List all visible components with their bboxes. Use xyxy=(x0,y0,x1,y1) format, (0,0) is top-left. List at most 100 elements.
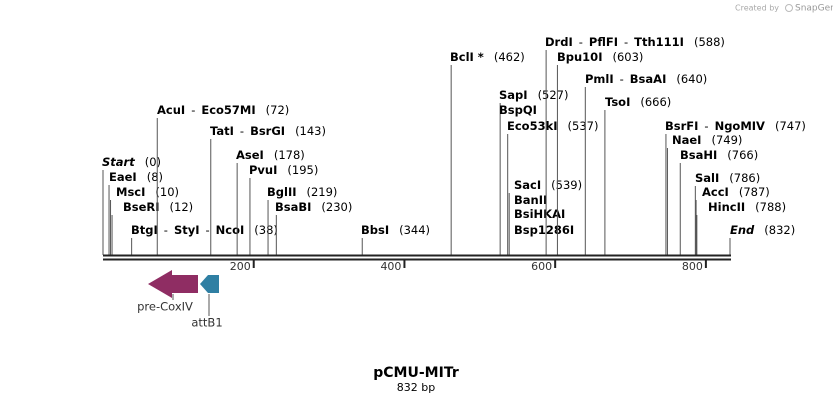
enzyme-name: Bpu10I xyxy=(557,50,602,64)
site-label: BsaBI (230) xyxy=(275,200,352,214)
separator: - xyxy=(624,35,628,49)
enzyme-name: BglII xyxy=(267,185,297,199)
tick-label: 800 xyxy=(682,260,703,273)
enzyme-name: BsaAI xyxy=(630,72,667,86)
separator: - xyxy=(240,124,244,138)
enzyme-name: StyI xyxy=(174,223,200,237)
enzyme-name: BsiHKAI xyxy=(514,207,565,221)
feature-arrow xyxy=(200,275,219,293)
enzyme-name: AccI xyxy=(702,185,729,199)
site-label: End (832) xyxy=(730,223,795,237)
site-label: AcuI - Eco57MI (72) xyxy=(157,103,289,117)
site-position: (832) xyxy=(764,223,795,237)
site-label: BglII (219) xyxy=(267,185,337,199)
enzyme-name: Tth111I xyxy=(634,35,684,49)
subtitle: 832 bp xyxy=(397,381,435,394)
enzyme-name: BsrFI xyxy=(665,119,698,133)
site-label: Eco53kI (537) xyxy=(507,119,598,133)
enzyme-name: EaeI xyxy=(109,170,137,184)
site-position: (12) xyxy=(170,200,194,214)
site-position: (143) xyxy=(295,124,326,138)
site-label: EaeI (8) xyxy=(109,170,163,184)
enzyme-name: NaeI xyxy=(672,133,701,147)
enzyme-name: BbsI xyxy=(361,223,389,237)
separator: - xyxy=(579,35,583,49)
site-label: SacI (539) xyxy=(514,178,582,192)
site-position: (8) xyxy=(147,170,163,184)
site-position: (766) xyxy=(727,148,758,162)
enzyme-name: BsaHI xyxy=(680,148,717,162)
tick-label: 200 xyxy=(230,260,251,273)
enzyme-name: BtgI xyxy=(131,223,158,237)
site-position: (178) xyxy=(274,148,305,162)
site-position: (195) xyxy=(287,163,318,177)
site-label: SapI (527) xyxy=(499,88,569,102)
site-label: Bpu10I (603) xyxy=(557,50,643,64)
feature-label: pre-CoxIV xyxy=(137,300,193,314)
tick-label: 400 xyxy=(380,260,401,273)
site-label: BtgI - StyI - NcoI (38) xyxy=(131,223,278,237)
enzyme-name: MscI xyxy=(116,185,145,199)
enzyme-name: TsoI xyxy=(605,95,630,109)
enzyme-name: BsaBI xyxy=(275,200,311,214)
feature-arrow xyxy=(148,270,198,298)
site-position: (603) xyxy=(612,50,643,64)
site-label: PvuI (195) xyxy=(249,163,318,177)
separator: - xyxy=(164,223,168,237)
enzyme-name: AseI xyxy=(236,148,264,162)
watermark-prefix: Created by xyxy=(735,4,779,13)
site-label: BsiHKAI xyxy=(514,207,565,221)
site-position: (749) xyxy=(711,133,742,147)
enzyme-name: BspQI xyxy=(499,103,537,117)
enzyme-name: PvuI xyxy=(249,163,277,177)
feature-label: attB1 xyxy=(191,316,222,330)
site-position: (640) xyxy=(676,72,707,86)
enzyme-name: BseRI xyxy=(123,200,160,214)
enzyme-name: SacI xyxy=(514,178,541,192)
enzyme-name: SalI xyxy=(695,171,719,185)
site-label: BclI * (462) xyxy=(450,50,525,64)
site-label: Bsp1286I xyxy=(514,223,574,237)
ruler-ticks: 200 400 600 800 xyxy=(230,260,707,273)
site-position: (230) xyxy=(321,200,352,214)
enzyme-name: NgoMIV xyxy=(715,119,765,133)
enzyme-name: Eco53kI xyxy=(507,119,558,133)
enzyme-name: Bsp1286I xyxy=(514,223,574,237)
separator: - xyxy=(620,72,624,86)
site-label: SalI (786) xyxy=(695,171,760,185)
site-label: TsoI (666) xyxy=(605,95,671,109)
logo xyxy=(785,4,793,12)
title: pCMU-MITr xyxy=(373,365,459,381)
site-label: BseRI (12) xyxy=(123,200,193,214)
enzyme-name: SapI xyxy=(499,88,528,102)
enzyme-name: DrdI xyxy=(545,35,573,49)
enzyme-name: PflFI xyxy=(589,35,618,49)
site-label: TatI - BsrGI (143) xyxy=(210,124,326,138)
site-label: BbsI (344) xyxy=(361,223,430,237)
site-position: (786) xyxy=(729,171,760,185)
site-position: (787) xyxy=(739,185,770,199)
site-position: (0) xyxy=(145,155,161,169)
enzyme-name: HincII xyxy=(708,200,745,214)
site-position: (527) xyxy=(538,88,569,102)
site-label: MscI (10) xyxy=(116,185,179,199)
enzyme-name: BsrGI xyxy=(250,124,285,138)
watermark-brand: SnapGene xyxy=(795,4,833,14)
site-label: BsaHI (766) xyxy=(680,148,758,162)
separator: - xyxy=(191,103,195,117)
enzyme-name: PmlI xyxy=(585,72,614,86)
separator: - xyxy=(206,223,210,237)
site-label: BanII xyxy=(514,193,547,207)
site-label: AseI (178) xyxy=(236,148,305,162)
sites: Start (0)EaeI (8)MscI (10)BseRI (12)BtgI - Sty… xyxy=(102,35,806,255)
site-position: (537) xyxy=(568,119,599,133)
site-position: (539) xyxy=(551,178,582,192)
site-label: Start (0) xyxy=(102,155,161,169)
site-position: (747) xyxy=(775,119,806,133)
site-label: BsrFI - NgoMIV (747) xyxy=(665,119,806,133)
site-label: NaeI (749) xyxy=(672,133,742,147)
site-label: DrdI - PflFI - Tth111I (588) xyxy=(545,35,725,49)
site-position: (72) xyxy=(266,103,290,117)
